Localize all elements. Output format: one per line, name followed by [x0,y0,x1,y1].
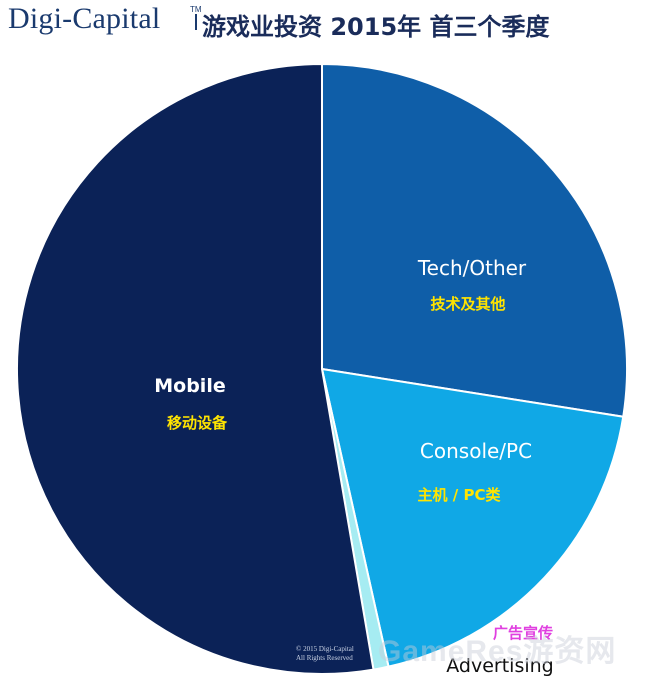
slice-sublabel-advertising: 广告宣传 [493,624,553,642]
copyright-line-2: All Rights Reserved [296,654,353,662]
copyright-line-1: © 2015 Digi-Capital [296,645,354,653]
slice-label-console-pc: Console/PC [420,439,532,463]
copyright-notice: © 2015 Digi-Capital All Rights Reserved [296,645,416,663]
slice-label-advertising: Advertising [446,655,553,677]
slice-label-mobile: Mobile [154,375,225,397]
slice-label-tech-other: Tech/Other [417,256,527,280]
chart-title: 游戏业投资 2015年 首三个季度 [202,13,550,41]
brand-trademark: TM [190,5,202,14]
pie-slices [16,62,628,675]
pie-slice-tech-other [321,62,628,418]
pie-slice-console-pc [320,367,625,668]
pie-slice-mobile [16,62,375,675]
brand-divider [195,14,197,30]
slice-sublabel-tech-other: 技术及其他 [430,295,505,313]
slice-sublabel-mobile: 移动设备 [167,414,228,432]
watermark-text: GameRes游资网 [378,635,617,668]
brand-logo: Digi-Capital [8,2,161,35]
slice-sublabel-console-pc: 主机 / PC类 [418,486,502,504]
